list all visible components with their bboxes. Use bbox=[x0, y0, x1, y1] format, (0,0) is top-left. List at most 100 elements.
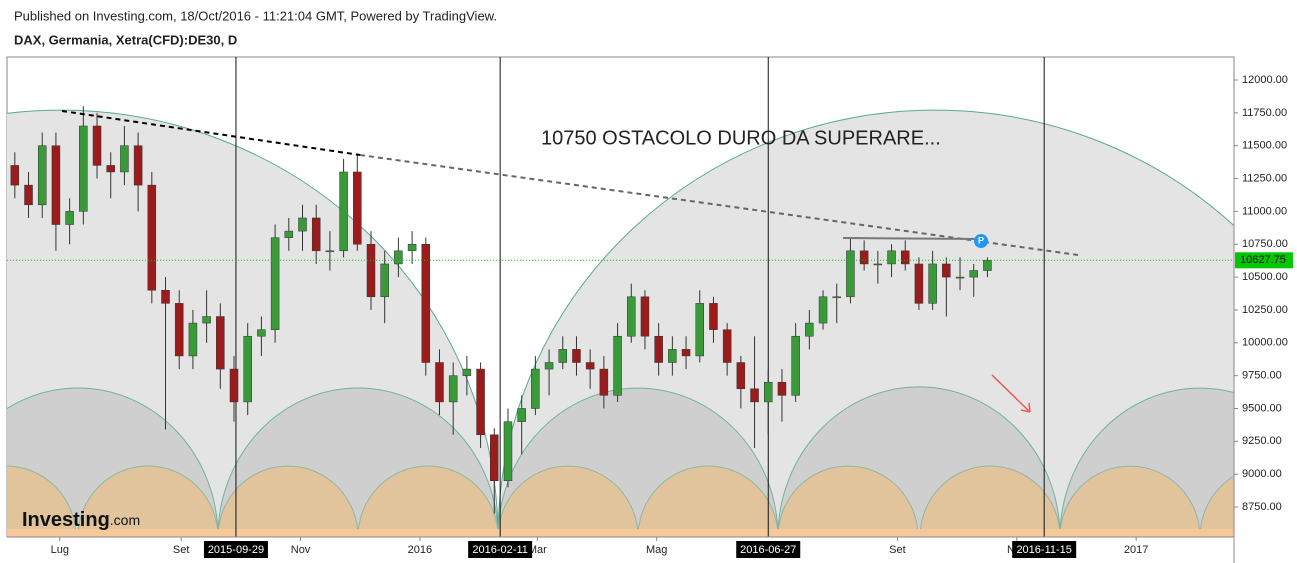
candle-body bbox=[243, 335, 252, 403]
candle-body bbox=[832, 296, 841, 299]
candle-body bbox=[147, 184, 157, 291]
candle-body bbox=[202, 316, 211, 324]
candle-body bbox=[859, 250, 869, 265]
cycle-arc-large bbox=[7, 109, 499, 537]
candle-body bbox=[873, 263, 883, 266]
candle-body bbox=[558, 349, 568, 363]
candle-body bbox=[311, 217, 321, 252]
candle-body bbox=[380, 263, 389, 298]
logo-brand: Investing bbox=[22, 509, 110, 531]
x-tick-label: 2017 bbox=[1124, 544, 1148, 556]
candle-body bbox=[585, 362, 595, 370]
y-tick-label: 10000.00 bbox=[1242, 337, 1288, 349]
candle-body bbox=[791, 335, 800, 396]
y-tick-label: 9250.00 bbox=[1242, 435, 1282, 447]
x-tick-label: Nov bbox=[291, 544, 311, 556]
cycle-date-box bbox=[1012, 541, 1077, 558]
cycle-date-box bbox=[203, 541, 268, 558]
candle-body bbox=[668, 349, 677, 363]
candle-body bbox=[407, 243, 417, 252]
x-tick-label: Lug bbox=[51, 544, 69, 556]
cycle-arc-small bbox=[919, 465, 1061, 537]
candle-body bbox=[709, 303, 718, 330]
cycle-arc-small bbox=[217, 465, 359, 537]
cycle-arc-large bbox=[497, 109, 1234, 537]
cycle-arc-small bbox=[357, 465, 499, 537]
candle-body bbox=[681, 349, 691, 357]
cycle-arc-small bbox=[1059, 465, 1201, 537]
cycle-arc-small bbox=[77, 465, 219, 537]
candle-body bbox=[79, 125, 88, 212]
published-note: Published on Investing.com, 18/Oct/2016 … bbox=[14, 8, 497, 23]
candle-body bbox=[517, 408, 526, 422]
cycle-arcs bbox=[7, 109, 1234, 537]
y-tick-label: 9750.00 bbox=[1242, 370, 1282, 382]
candle-body bbox=[914, 263, 924, 304]
y-tick-label: 11750.00 bbox=[1242, 107, 1287, 119]
candle-body bbox=[24, 184, 33, 206]
resistance-line bbox=[842, 237, 986, 240]
axes: 8750.00 9000.00 9250.00 9500.00 9750.00 10000… bbox=[7, 57, 1293, 563]
y-tick-label: 9500.00 bbox=[1242, 402, 1282, 414]
candle-body bbox=[37, 145, 47, 206]
candle-body bbox=[188, 322, 198, 357]
cycle-arc-small bbox=[7, 465, 77, 537]
x-tick-label: 2016 bbox=[408, 544, 432, 556]
candle-body bbox=[846, 250, 855, 298]
candle-body bbox=[448, 375, 458, 403]
y-tick-label: 11500.00 bbox=[1242, 140, 1287, 152]
candle-body bbox=[736, 362, 746, 390]
y-tick-label: 12000.00 bbox=[1242, 74, 1288, 86]
cycle-date-label: 2015-09-29 bbox=[208, 544, 264, 556]
candle-body bbox=[229, 368, 239, 403]
y-tick-label: 10250.00 bbox=[1242, 304, 1288, 316]
candle-body bbox=[983, 260, 992, 271]
cycle-date-label: 2016-02-11 bbox=[472, 544, 527, 556]
arrow bbox=[991, 374, 1031, 413]
candle-body bbox=[969, 270, 978, 278]
candle-body bbox=[421, 243, 431, 363]
candle-body bbox=[92, 125, 102, 166]
candle-body bbox=[805, 322, 814, 337]
cycle-arc-small bbox=[1199, 475, 1234, 537]
marker bbox=[974, 234, 988, 248]
symbol-title: DAX, Germania, Xetra(CFD):DE30, D bbox=[14, 32, 237, 47]
logo: Investing.com bbox=[22, 509, 140, 531]
cycle-arc-small bbox=[777, 465, 919, 537]
candle-body bbox=[887, 250, 896, 265]
candle-body bbox=[503, 421, 513, 482]
x-tick-label: Set bbox=[173, 544, 190, 556]
candle-body bbox=[722, 329, 732, 363]
candle-body bbox=[161, 289, 170, 304]
candle-body bbox=[613, 335, 622, 396]
candle-body bbox=[750, 388, 759, 403]
last-price-box bbox=[1235, 252, 1293, 269]
candle-body bbox=[65, 211, 74, 225]
candle-body bbox=[106, 165, 115, 173]
candle-body bbox=[818, 296, 828, 324]
candle-body bbox=[257, 329, 266, 337]
cycle-arc-small bbox=[637, 465, 779, 537]
candle-body bbox=[928, 263, 937, 304]
y-tick-label: 9000.00 bbox=[1242, 468, 1282, 480]
annotation: 10750 OSTACOLO DURO DA SUPERARE... bbox=[541, 127, 941, 149]
y-tick-label: 10750.00 bbox=[1242, 238, 1288, 250]
x-tick-label: Set bbox=[889, 544, 906, 556]
candle-body bbox=[174, 303, 184, 357]
y-tick-label: 11000.00 bbox=[1242, 205, 1287, 217]
x-tick-label: Mag bbox=[646, 544, 667, 556]
candle-body bbox=[531, 368, 540, 409]
candle-body bbox=[133, 145, 143, 186]
candle-body bbox=[435, 362, 444, 403]
cycle-date-box bbox=[468, 541, 533, 558]
cycle-date-box bbox=[736, 541, 801, 558]
y-tick-label: 11250.00 bbox=[1242, 172, 1287, 184]
candle-body bbox=[490, 434, 499, 482]
y-tick-label: 8750.00 bbox=[1242, 501, 1282, 513]
y-tick-label: 10500.00 bbox=[1242, 271, 1288, 283]
marker-label: P bbox=[978, 235, 984, 245]
cycle-arc-small bbox=[497, 465, 639, 537]
candle-body bbox=[270, 237, 280, 330]
candle-body bbox=[394, 250, 403, 265]
cycle-date-label: 2016-11-15 bbox=[1016, 544, 1071, 556]
